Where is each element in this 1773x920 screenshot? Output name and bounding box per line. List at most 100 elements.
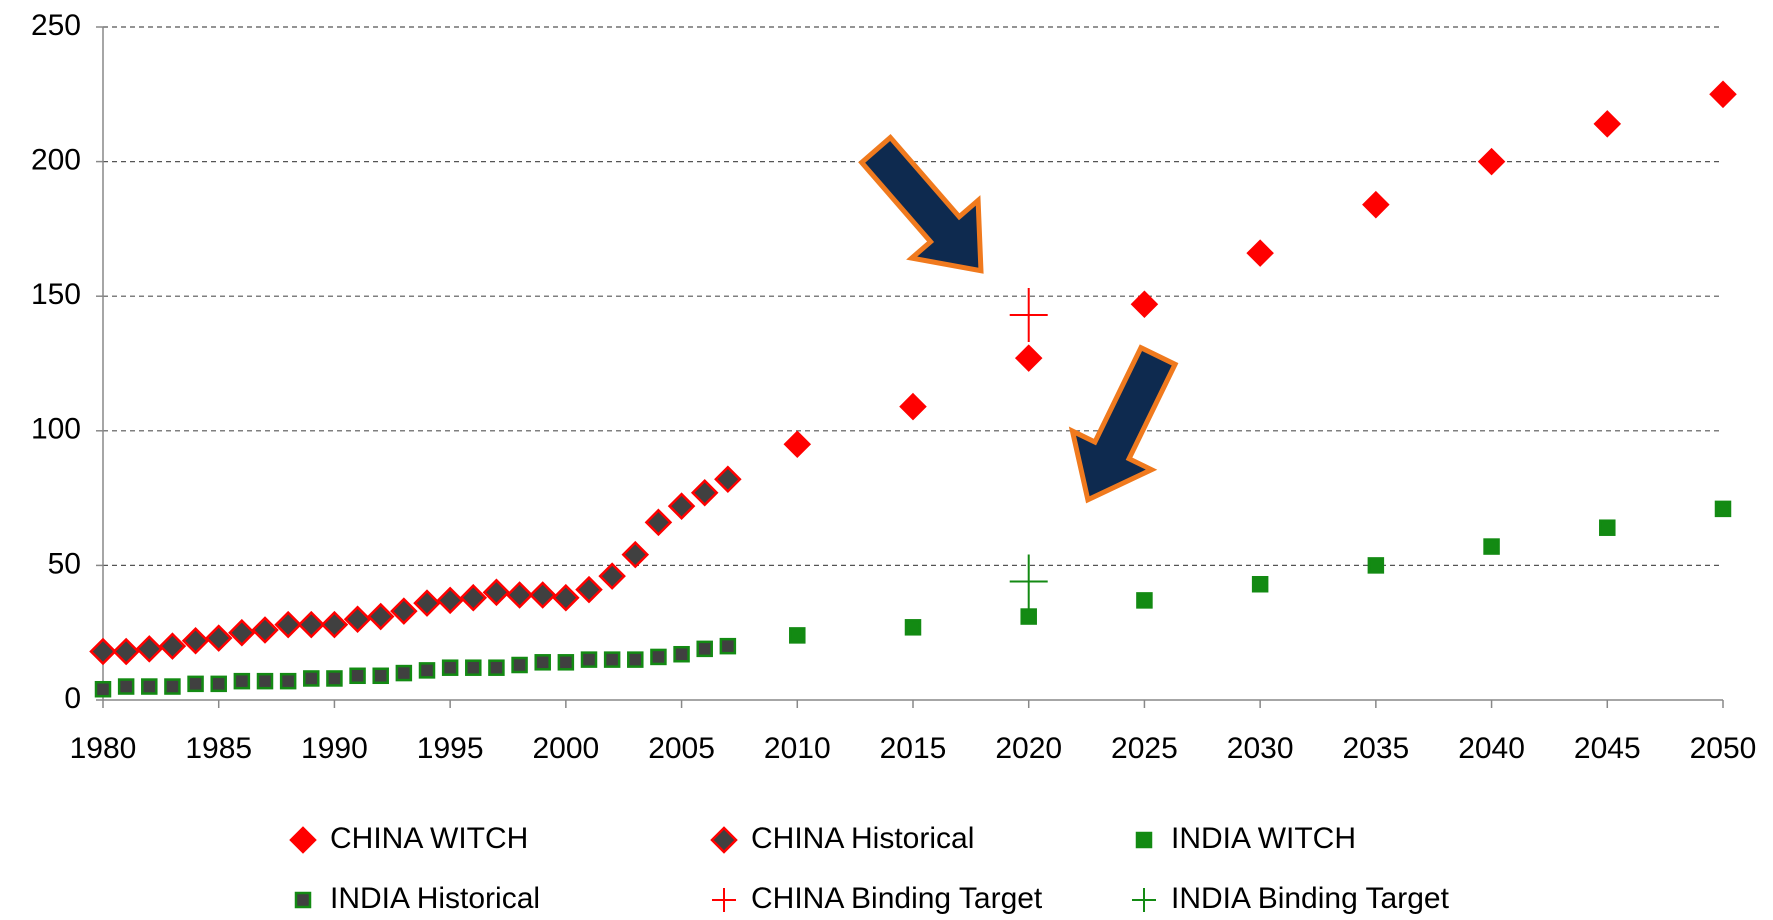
diamond-marker [390,597,418,625]
y-tick-label: 50 [48,547,81,580]
diamond-marker [436,586,464,615]
x-tick-label: 2010 [764,732,831,765]
diamond-marker [899,392,927,421]
legend-item: INDIA Binding Target [1132,882,1450,915]
diamond-marker [1593,110,1622,138]
diamond-marker [289,826,317,854]
plus-marker [1009,288,1048,343]
square-marker [1367,557,1385,574]
square-marker [279,672,297,690]
diamond-marker [89,637,117,666]
diamond-marker [1014,344,1043,372]
y-tick-label: 200 [31,144,81,177]
square-marker [627,651,644,668]
plus-marker [1132,888,1156,912]
legend-label: CHINA WITCH [330,822,528,855]
x-tick-label: 1990 [301,732,368,765]
square-marker [511,656,528,674]
square-marker [294,891,312,909]
square-marker [789,627,806,644]
diamond-marker [1130,290,1159,319]
y-tick-label: 250 [31,9,81,42]
diamond-marker [112,637,140,666]
legend-label: CHINA Binding Target [751,882,1043,915]
legend-label: INDIA WITCH [1171,822,1356,855]
diamond-marker [644,508,673,537]
square-marker [534,654,551,671]
x-tick-label: 1985 [185,732,252,765]
x-tick-label: 2005 [648,732,715,765]
diamond-marker [783,430,812,459]
legend-item: CHINA WITCH [289,822,528,855]
square-marker [141,678,158,695]
x-tick-label: 2045 [1574,732,1641,765]
diamond-marker [667,492,696,520]
x-tick-label: 2035 [1342,732,1409,765]
square-marker [210,675,227,693]
diamond-marker [575,575,603,604]
square-marker [326,670,343,687]
square-marker [719,637,737,655]
plus-marker [712,888,736,912]
diamond-marker [598,562,626,590]
legend-item: INDIA WITCH [1135,822,1356,855]
diamond-marker [505,581,534,609]
square-marker [418,662,436,679]
x-tick-label: 2015 [880,732,947,765]
diamond-marker [714,465,742,494]
square-marker [580,651,598,668]
arrows [858,134,1179,504]
square-marker [117,678,135,695]
square-marker [904,619,922,636]
square-marker [441,659,459,676]
square-marker [395,664,413,682]
x-tick-label: 2050 [1690,732,1757,765]
square-marker [1135,831,1153,849]
square-marker [1483,538,1500,555]
diamond-marker [1709,80,1737,109]
diamond-marker [274,610,302,639]
square-marker [372,667,389,685]
square-marker [1020,608,1037,625]
square-marker [1251,575,1269,593]
square-marker [603,651,621,668]
x-tick-label: 2025 [1111,732,1178,765]
arrow [1068,344,1179,504]
diamond-marker [135,635,164,663]
diamond-marker [710,826,738,854]
diamond-marker [366,602,395,631]
y-tick-label: 0 [64,682,81,715]
diamond-marker [482,578,511,607]
diamond-marker [251,616,279,644]
square-marker [1599,519,1616,536]
square-marker [187,675,204,693]
square-marker [164,678,181,695]
legend-label: INDIA Historical [330,882,540,915]
x-tick-label: 1980 [70,732,137,765]
x-tick-label: 2020 [995,732,1062,765]
x-tick-label: 2040 [1458,732,1525,765]
square-marker [673,645,690,663]
diamond-marker [413,589,441,617]
square-marker [94,680,112,698]
diamond-marker [158,632,187,660]
legend-item: CHINA Historical [710,822,974,855]
diamond-marker [690,478,719,507]
diamond-marker [552,583,580,612]
x-tick-label: 2030 [1227,732,1294,765]
square-marker [233,672,251,690]
square-marker [650,648,667,666]
diamond-marker [228,618,256,647]
square-marker [465,659,482,676]
legend-label: CHINA Historical [751,822,974,855]
square-marker [1714,500,1732,518]
diamond-marker [1477,147,1506,176]
diamond-marker [1246,239,1274,267]
square-marker [349,667,366,685]
square-marker [696,640,713,658]
diamond-marker [528,581,557,609]
legend-item: INDIA Historical [294,882,540,915]
diamond-marker [204,624,233,652]
diamond-marker [343,605,372,634]
